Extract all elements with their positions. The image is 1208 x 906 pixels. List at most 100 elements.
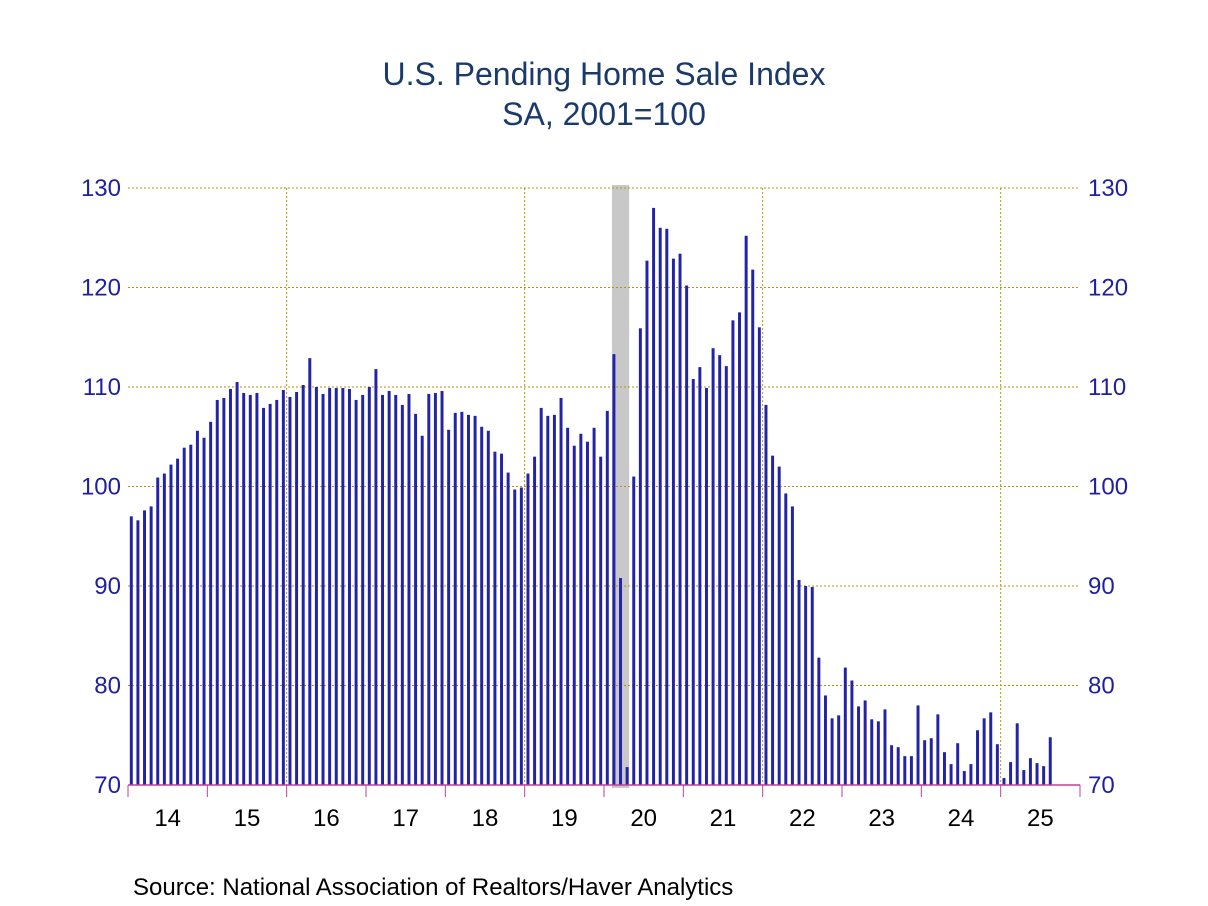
bar	[420, 435, 424, 785]
y-tick-label-left: 120	[81, 275, 121, 302]
bar	[215, 399, 219, 785]
bar	[1035, 763, 1039, 785]
bar	[242, 392, 246, 785]
bar	[777, 466, 781, 785]
bar	[1015, 723, 1019, 785]
y-tick-label-right: 120	[1088, 275, 1128, 302]
bar	[149, 506, 153, 785]
bar	[632, 476, 636, 785]
bar	[625, 767, 629, 785]
bar	[526, 473, 530, 785]
bar	[480, 426, 484, 785]
bar	[936, 714, 940, 785]
bar	[136, 520, 140, 785]
bar	[255, 392, 259, 785]
bar	[592, 427, 596, 785]
y-tick-label-right: 80	[1088, 673, 1115, 700]
bar	[579, 433, 583, 785]
bar	[989, 712, 993, 785]
bar	[771, 455, 775, 785]
bar	[156, 477, 160, 785]
bar	[129, 516, 133, 785]
bar	[645, 260, 649, 785]
bar	[466, 414, 470, 785]
bar	[876, 721, 880, 785]
bar	[460, 411, 464, 785]
bar	[995, 744, 999, 785]
bar	[969, 764, 973, 785]
bar	[585, 441, 589, 785]
bar	[427, 393, 431, 785]
bar	[751, 269, 755, 786]
bar	[473, 415, 477, 785]
bar	[863, 700, 867, 785]
bar	[169, 464, 173, 785]
bar	[334, 387, 338, 785]
bar	[519, 487, 523, 785]
bar	[837, 715, 841, 785]
bar	[678, 253, 682, 786]
bar	[804, 586, 808, 785]
bar	[962, 771, 966, 785]
x-tick-label: 15	[234, 805, 261, 832]
bar	[711, 348, 715, 785]
bar	[665, 228, 669, 786]
y-tick-label-left: 130	[81, 175, 121, 202]
x-tick-label: 18	[472, 805, 499, 832]
bar	[162, 473, 166, 785]
bar	[281, 389, 285, 785]
bar	[321, 393, 325, 785]
bar	[341, 387, 345, 785]
bar	[949, 764, 953, 785]
bar	[797, 580, 801, 785]
bar	[347, 388, 351, 785]
axes	[127, 784, 1081, 797]
x-tick-label: 23	[868, 805, 895, 832]
bar	[328, 387, 332, 785]
x-tick-label: 19	[551, 805, 578, 832]
bar	[414, 413, 418, 785]
bar	[850, 680, 854, 785]
bar	[896, 747, 900, 785]
bar	[942, 752, 946, 785]
bar	[566, 427, 570, 785]
bar	[288, 396, 292, 785]
bar	[301, 385, 305, 785]
x-tick-label: 16	[313, 805, 340, 832]
bar	[929, 738, 933, 785]
bar	[883, 709, 887, 785]
bar	[605, 410, 609, 785]
bar	[724, 366, 728, 785]
bar	[764, 404, 768, 785]
bar	[731, 320, 735, 785]
bars	[129, 207, 1052, 786]
bar	[685, 285, 689, 785]
bar	[182, 447, 186, 785]
bar	[738, 312, 742, 785]
bar	[830, 718, 834, 785]
x-tick-label: 14	[154, 805, 181, 832]
chart-subtitle: SA, 2001=100	[502, 96, 706, 132]
bar	[903, 756, 907, 785]
bar	[658, 227, 662, 786]
bar	[433, 392, 437, 785]
bar	[262, 407, 266, 785]
bar	[235, 382, 239, 785]
bar	[394, 394, 398, 785]
bar	[704, 387, 708, 785]
y-tick-label-left: 80	[94, 673, 121, 700]
y-tick-label-left: 90	[94, 573, 121, 600]
bar	[572, 445, 576, 785]
bar	[268, 403, 272, 785]
bar	[638, 328, 642, 785]
bar	[757, 327, 761, 785]
bar	[440, 390, 444, 785]
bar	[982, 718, 986, 785]
bar	[447, 429, 451, 785]
bar	[493, 451, 497, 785]
bar	[823, 695, 827, 785]
bar	[248, 394, 252, 785]
bar	[619, 578, 623, 785]
bar	[599, 456, 603, 785]
bar	[976, 730, 980, 785]
